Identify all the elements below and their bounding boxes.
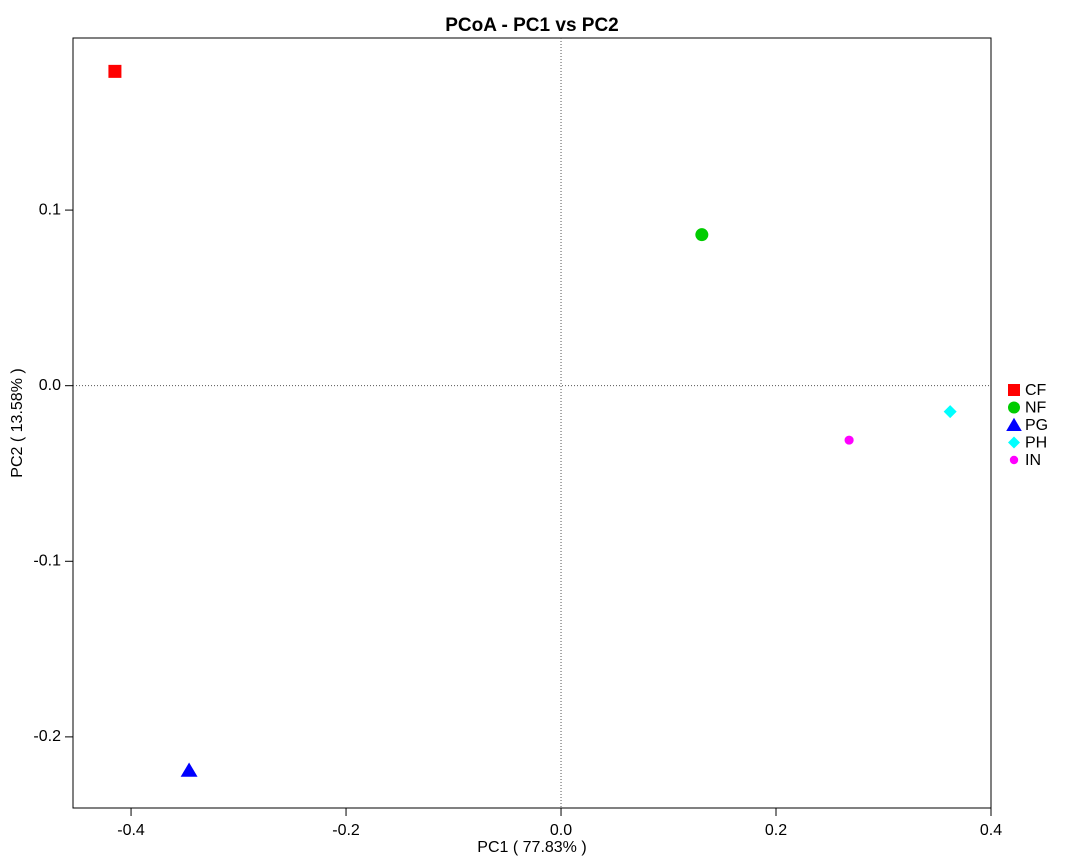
y-tick-label: -0.2 xyxy=(33,728,61,745)
legend-label: CF xyxy=(1025,382,1047,399)
legend-marker xyxy=(1008,436,1020,449)
x-tick-label: -0.2 xyxy=(332,822,360,839)
y-tick-label: 0.1 xyxy=(39,201,61,218)
x-tick-label: 0.4 xyxy=(980,822,1002,839)
legend-label: IN xyxy=(1025,452,1041,469)
y-tick-label: 0.0 xyxy=(39,377,61,394)
legend-label: NF xyxy=(1025,400,1047,417)
point xyxy=(108,64,122,78)
legend-label: PG xyxy=(1025,417,1048,434)
plot-frame xyxy=(72,37,992,809)
point xyxy=(844,435,854,445)
y-tick-label: -0.1 xyxy=(33,553,61,570)
point xyxy=(180,762,198,777)
legend-label: PH xyxy=(1025,435,1047,452)
point xyxy=(695,228,709,242)
x-axis-label: PC1 ( 77.83% ) xyxy=(477,839,586,856)
legend-marker xyxy=(1008,401,1020,414)
y-axis-label: PC2 ( 13.58% ) xyxy=(9,368,26,477)
x-tick-label: -0.4 xyxy=(117,822,145,839)
point xyxy=(943,405,957,419)
x-tick-label: 0.2 xyxy=(765,822,787,839)
legend-marker xyxy=(1006,417,1022,431)
x-tick-label: 0.0 xyxy=(550,822,572,839)
legend-marker xyxy=(1008,384,1020,396)
chart-title: PCoA - PC1 vs PC2 xyxy=(445,15,619,36)
legend-marker xyxy=(1009,455,1019,465)
